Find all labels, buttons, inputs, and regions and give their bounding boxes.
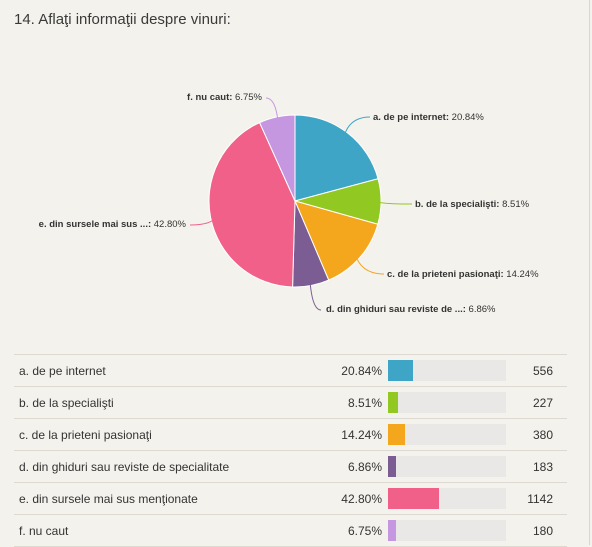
- leader-line-c: [354, 253, 385, 275]
- pie-slice-a[interactable]: [294, 114, 379, 202]
- option-label-c: c. de la prieteni pasionaţi: [14, 418, 319, 451]
- table-row: f. nu caut 6.75% 180: [14, 514, 567, 547]
- percent-bar-fill-d: [388, 456, 397, 477]
- panel-right-border: [589, 0, 590, 545]
- pie-slice-c[interactable]: [294, 200, 379, 281]
- option-label-a: a. de pe internet: [14, 354, 319, 387]
- option-percent-e: 42.80%: [319, 482, 388, 515]
- pie-label-d: d. din ghiduri sau reviste de ...: 6.86%: [326, 304, 496, 315]
- option-count-a: 556: [513, 354, 567, 387]
- pie-chart: a. de pe internet: 20.84% b. de la specia…: [39, 92, 539, 315]
- option-percent-a: 20.84%: [319, 354, 388, 387]
- option-count-f: 180: [513, 514, 567, 547]
- option-count-c: 380: [513, 418, 567, 451]
- percent-bar-track: [388, 456, 506, 477]
- option-bar-cell-a: [388, 354, 513, 387]
- percent-bar-fill-f: [388, 520, 396, 541]
- leader-line-a: [343, 116, 371, 138]
- option-count-b: 227: [513, 386, 567, 419]
- option-bar-cell-d: [388, 450, 513, 483]
- percent-bar-fill-a: [388, 360, 413, 381]
- leader-line-d: [309, 279, 322, 311]
- option-label-d: d. din ghiduri sau reviste de specialita…: [14, 450, 319, 483]
- results-table: a. de pe internet 20.84% 556 b. de la speci…: [14, 354, 567, 547]
- option-bar-cell-c: [388, 418, 513, 451]
- leader-line-b: [374, 200, 413, 205]
- option-percent-f: 6.75%: [319, 514, 388, 547]
- pie-label-e: e. din sursele mai sus ...: 42.80%: [39, 219, 187, 230]
- percent-bar-fill-b: [388, 392, 399, 413]
- pie-label-f: f. nu caut: 6.75%: [187, 92, 263, 103]
- percent-bar-track: [388, 520, 506, 541]
- pie-slice-f[interactable]: [258, 114, 296, 202]
- question-title: 14. Aflaţi informaţii despre vinuri:: [14, 11, 231, 28]
- table-row: c. de la prieteni pasionaţi 14.24% 380: [14, 418, 567, 451]
- option-bar-cell-b: [388, 386, 513, 419]
- pie-label-a: a. de pe internet: 20.84%: [373, 112, 484, 123]
- pie-label-c: c. de la prieteni pasionaţi: 14.24%: [387, 269, 539, 280]
- option-percent-b: 8.51%: [319, 386, 388, 419]
- percent-bar-track: [388, 392, 506, 413]
- option-label-e: e. din sursele mai sus menţionate: [14, 482, 319, 515]
- percent-bar-track: [388, 424, 506, 445]
- leader-line-f: [265, 97, 279, 123]
- table-row: b. de la specialişti 8.51% 227: [14, 386, 567, 419]
- option-count-d: 183: [513, 450, 567, 483]
- percent-bar-fill-e: [388, 488, 439, 509]
- pie-slice-e[interactable]: [208, 121, 296, 288]
- pie-label-b: b. de la specialişti: 8.51%: [415, 199, 530, 210]
- table-row: e. din sursele mai sus menţionate 42.80% 1…: [14, 482, 567, 515]
- option-bar-cell-f: [388, 514, 513, 547]
- leader-line-e: [189, 216, 218, 226]
- table-row: a. de pe internet 20.84% 556: [14, 354, 567, 387]
- percent-bar-fill-c: [388, 424, 405, 445]
- option-percent-d: 6.86%: [319, 450, 388, 483]
- option-label-b: b. de la specialişti: [14, 386, 319, 419]
- percent-bar-track: [388, 360, 506, 381]
- percent-bar-track: [388, 488, 506, 509]
- option-percent-c: 14.24%: [319, 418, 388, 451]
- option-label-f: f. nu caut: [14, 514, 319, 547]
- table-row: d. din ghiduri sau reviste de specialita…: [14, 450, 567, 483]
- option-count-e: 1142: [513, 482, 567, 515]
- option-bar-cell-e: [388, 482, 513, 515]
